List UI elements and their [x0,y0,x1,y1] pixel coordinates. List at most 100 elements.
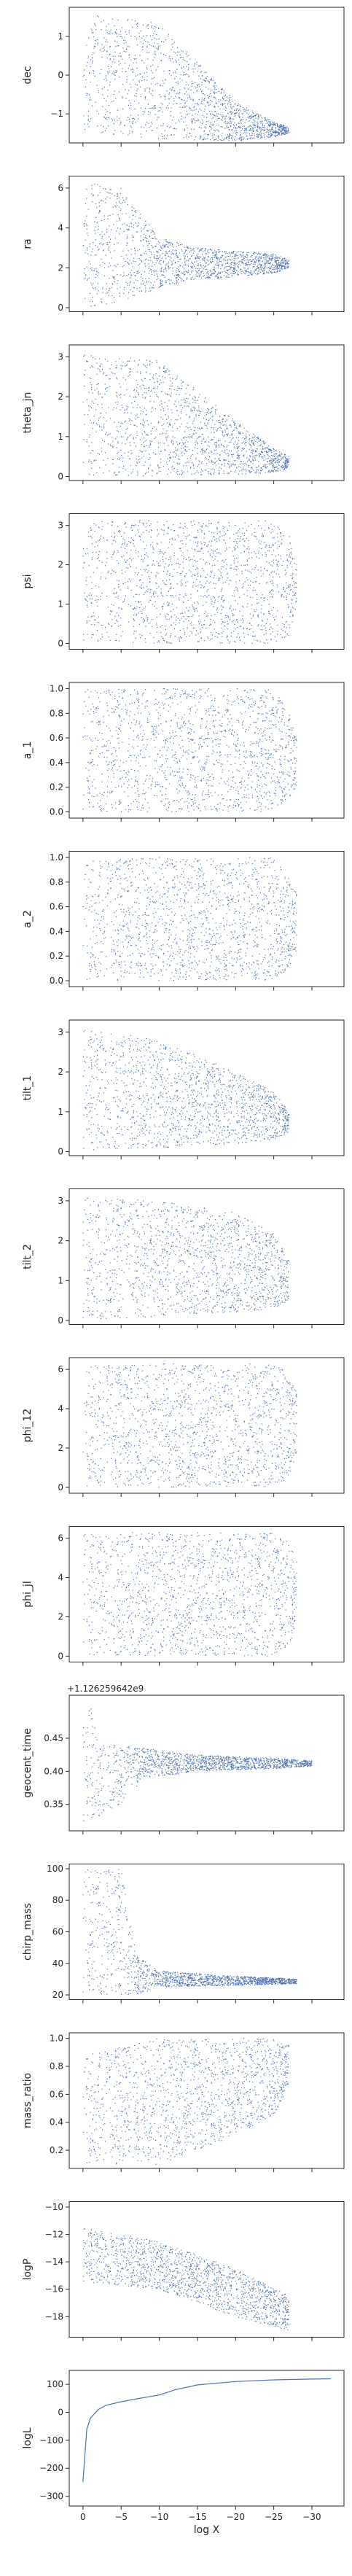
data-point [150,282,152,284]
data-point [279,459,281,461]
data-point [149,373,151,375]
data-point [154,42,155,44]
data-point [152,230,153,232]
data-point [165,433,167,435]
data-point [98,383,100,384]
data-point [93,460,95,462]
data-point [219,258,220,260]
data-point [175,449,176,451]
data-point [144,285,146,287]
data-point [200,264,201,265]
data-point [120,386,122,388]
data-point [193,248,195,249]
data-point [125,365,127,367]
data-point [136,231,137,233]
data-point [211,249,213,251]
data-point [222,250,223,252]
data-point [247,117,249,118]
data-point [131,127,133,128]
data-point [212,273,214,275]
data-point [162,280,163,281]
data-point [214,269,215,271]
data-point [146,420,148,421]
data-point [165,393,167,394]
data-point [176,419,178,421]
data-point [284,462,286,464]
data-point [122,467,124,469]
data-point [208,276,210,278]
data-point [174,96,176,97]
data-point [263,448,265,450]
data-point [266,128,267,130]
data-point [269,459,270,461]
data-point [195,440,197,442]
data-point [117,441,119,443]
data-point [141,37,143,39]
data-point [283,131,285,133]
data-point [129,284,130,286]
data-point [184,450,186,451]
data-point [203,451,206,453]
data-point [275,470,277,471]
data-point [179,121,181,122]
data-point [209,456,211,458]
data-point [95,273,97,275]
data-point [124,394,125,396]
data-point [182,437,184,439]
data-point [141,60,143,61]
data-point [278,133,280,134]
data-point [147,230,149,232]
scatter-points [82,354,289,477]
data-point [152,377,154,378]
data-point [276,456,278,458]
data-point [246,132,248,133]
data-point [180,265,181,267]
data-point [120,192,121,194]
data-point [146,67,148,69]
data-point [125,443,126,445]
data-point [203,437,205,439]
data-point [249,125,251,126]
data-point [239,116,240,117]
scatter-points [82,183,289,307]
data-point [185,136,187,138]
data-point [198,415,200,416]
data-point [173,456,174,458]
data-point [230,439,232,440]
data-point [197,85,198,87]
data-point [269,629,270,630]
data-point [217,130,219,131]
data-point [278,134,280,136]
data-point [176,616,177,618]
data-point [281,126,283,128]
data-point [160,249,162,251]
data-point [278,127,280,128]
data-point [232,252,234,254]
data-point [192,249,194,250]
data-point [154,256,155,257]
data-point [259,271,261,273]
data-point [109,288,110,289]
data-point [189,416,191,417]
data-point [117,280,119,281]
data-point [136,225,138,227]
data-point [90,268,91,269]
data-point [240,260,243,262]
data-point [109,639,111,641]
data-point [227,127,229,128]
data-point [107,360,109,362]
data-point [117,403,118,405]
data-point [101,624,102,626]
data-point [144,421,146,423]
data-point [86,360,87,362]
data-point [206,448,208,450]
data-point [278,129,280,131]
data-point [212,133,214,135]
data-point [177,444,179,445]
data-point [135,534,136,536]
data-point [142,43,144,44]
data-point [211,540,213,542]
data-point [198,251,200,252]
data-point [176,93,178,94]
